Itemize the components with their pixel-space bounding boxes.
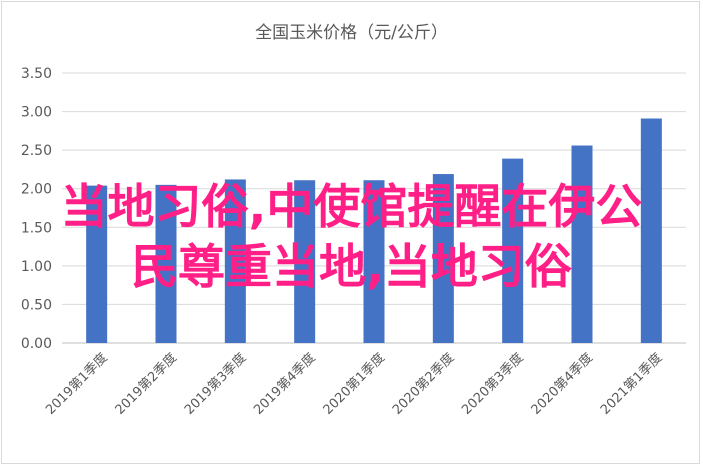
bar: [224, 179, 246, 343]
x-tick-label: 2020第1季度: [320, 350, 388, 418]
x-tick-label: 2019第3季度: [181, 350, 249, 418]
y-tick-label: 1.50: [21, 220, 52, 236]
x-tick-label: 2021第1季度: [597, 350, 665, 418]
x-tick-label: 2020第2季度: [389, 350, 457, 418]
bar: [86, 185, 108, 343]
x-tick-label: 2019第4季度: [251, 350, 319, 418]
x-tick-label: 2019第1季度: [43, 350, 111, 418]
x-tick-label: 2020第3季度: [459, 350, 527, 418]
y-tick-label: 1.00: [21, 259, 52, 275]
y-tick-label: 3.50: [21, 66, 52, 82]
y-tick-label: 2.50: [21, 143, 52, 159]
bar: [363, 180, 385, 343]
x-tick-label: 2020第4季度: [528, 350, 596, 418]
bar: [502, 158, 524, 343]
y-tick-label: 3.00: [21, 105, 52, 121]
bar: [432, 174, 454, 343]
bar: [155, 184, 177, 343]
chart-title: 全国玉米价格（元/公斤）: [255, 23, 448, 43]
y-tick-label: 0.00: [21, 336, 52, 352]
bar: [571, 145, 593, 343]
x-tick-label: 2019第2季度: [112, 350, 180, 418]
bar: [640, 118, 662, 343]
bar: [294, 180, 316, 343]
y-tick-label: 2.00: [21, 182, 52, 198]
y-tick-label: 0.50: [21, 297, 52, 313]
